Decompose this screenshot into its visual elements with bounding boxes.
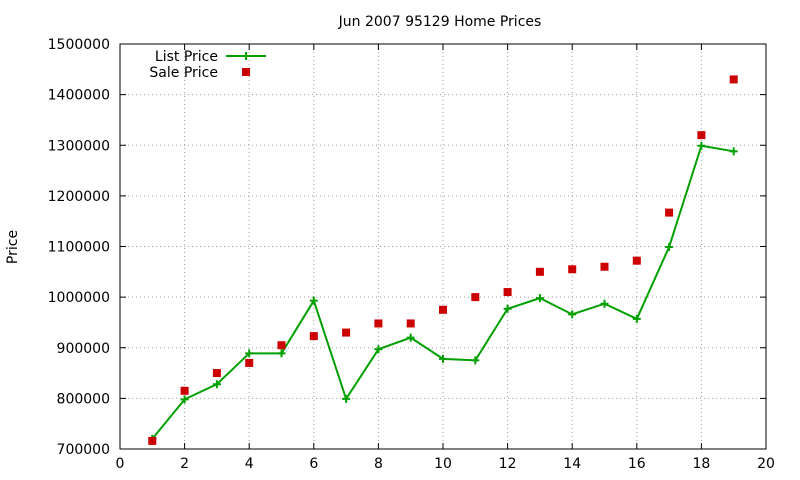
sale-price-point	[212, 369, 221, 378]
sale-price-point	[309, 332, 318, 341]
list-price-point	[439, 354, 447, 363]
x-tick-label: 0	[116, 456, 125, 472]
y-tick-label: 900000	[57, 341, 110, 357]
sale-price-point	[180, 386, 189, 395]
sale-price-point	[600, 262, 609, 271]
list-price-point	[342, 394, 351, 403]
sale-price-point	[342, 328, 351, 337]
sale-price-point	[277, 341, 286, 350]
x-tick-label: 8	[374, 456, 383, 472]
sale-price-point	[148, 436, 157, 445]
list-price-point	[406, 333, 415, 342]
x-tick-label: 4	[245, 456, 254, 472]
x-tick-label: 18	[692, 456, 710, 472]
list-price-point	[277, 349, 286, 358]
chart-title: Jun 2007 95129 Home Prices	[338, 14, 542, 30]
series-layer	[148, 75, 738, 445]
sale-price-point	[632, 256, 641, 265]
legend-plus-marker	[242, 52, 250, 60]
series-list-price	[148, 141, 738, 443]
y-tick-label: 1400000	[48, 88, 110, 104]
y-tick-label: 1200000	[48, 189, 110, 205]
list-price-point	[729, 147, 738, 156]
y-tick-label: 700000	[57, 442, 110, 458]
sale-price-point	[471, 293, 480, 302]
list-price-point	[309, 296, 318, 305]
sale-price-point	[729, 75, 738, 84]
y-tick-label: 1300000	[48, 138, 110, 154]
y-tick-label: 1000000	[48, 290, 110, 306]
sale-price-point	[697, 131, 706, 140]
x-tick-label: 10	[434, 456, 452, 472]
legend-label: List Price	[155, 49, 218, 65]
y-axis-label: Price	[5, 230, 21, 264]
list-price-point	[212, 380, 221, 389]
sale-price-point	[245, 358, 254, 367]
series-sale-price	[148, 75, 738, 445]
list-price-point	[568, 310, 577, 319]
list-price-point	[180, 395, 189, 404]
sale-price-point	[503, 288, 512, 297]
y-tick-label: 1100000	[48, 240, 110, 256]
legend-label: Sale Price	[149, 65, 218, 81]
legend-square-marker	[242, 68, 250, 76]
sale-price-point	[374, 319, 383, 328]
x-tick-label: 14	[563, 456, 581, 472]
list-price-point	[697, 141, 706, 150]
list-price-point	[665, 243, 674, 252]
list-price-point	[471, 356, 480, 365]
sale-price-point	[439, 305, 447, 314]
list-price-point	[632, 314, 641, 323]
y-tick-label: 800000	[57, 391, 110, 407]
sale-price-point	[535, 267, 544, 276]
list-price-point	[503, 304, 512, 313]
sale-price-point	[665, 208, 674, 217]
y-tick-label: 1500000	[48, 37, 110, 53]
x-tick-label: 12	[499, 456, 517, 472]
sale-price-point	[568, 265, 577, 274]
sale-price-point	[406, 319, 415, 328]
axis-ticks: 0 2 4 6 8 10 12 14 16 18 20 700000 800000 900000 10000…	[48, 37, 775, 472]
list-price-point	[600, 299, 609, 308]
list-price-point	[535, 294, 544, 303]
list-price-point	[374, 345, 383, 354]
x-tick-label: 2	[180, 456, 189, 472]
x-tick-label: 16	[628, 456, 646, 472]
list-price-point	[245, 349, 254, 358]
x-tick-label: 6	[309, 456, 318, 472]
x-tick-label: 20	[757, 456, 775, 472]
